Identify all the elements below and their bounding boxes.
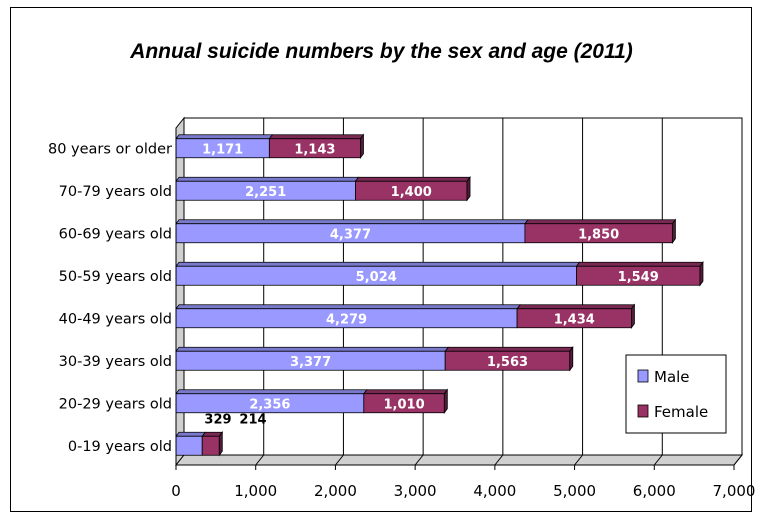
legend-swatch-female: [637, 404, 649, 418]
bar-end-face: [443, 388, 448, 414]
data-label-male: 3,377: [290, 355, 331, 370]
bar-end-face: [631, 303, 635, 329]
x-tick-label: 4,000: [473, 482, 516, 500]
bar-male: [175, 435, 203, 456]
bar-top-female: [268, 134, 365, 140]
gridline-floor: [733, 454, 743, 466]
bar-end-face: [569, 346, 574, 372]
x-tick-label: 0: [171, 482, 181, 500]
data-label-female: 1,434: [554, 312, 595, 327]
bar-top-male: [175, 134, 274, 140]
category-label: 20-29 years old: [59, 396, 172, 412]
bar-end-face: [360, 133, 364, 159]
category-label: 50-59 years old: [59, 269, 172, 285]
x-tick-label: 6,000: [633, 482, 676, 500]
bar-end-face: [699, 261, 704, 287]
gridline-floor: [653, 454, 663, 466]
bar-end-face: [466, 176, 471, 202]
gridline-floor: [255, 454, 265, 466]
category-label: 80 years or older: [48, 141, 172, 157]
bar-end-face: [218, 431, 223, 457]
gridline-floor: [414, 454, 424, 466]
bar-top-female: [354, 176, 471, 182]
data-label-male: 5,024: [356, 270, 397, 285]
bar-top-male: [175, 219, 529, 225]
bar-top-male: [175, 261, 581, 267]
data-label-male: 1,171: [202, 142, 243, 157]
category-label: 30-39 years old: [59, 354, 172, 370]
gridline-floor: [494, 454, 504, 466]
data-label-female: 1,563: [487, 355, 528, 370]
bar-top-male: [175, 431, 207, 437]
bar-top-male: [175, 346, 449, 352]
bar-top-female: [524, 219, 677, 225]
data-label-female: 1,850: [578, 227, 619, 242]
x-tick-label: 2,000: [314, 482, 357, 500]
bar-end-face: [671, 218, 676, 244]
data-label-male: 2,251: [245, 185, 286, 200]
bar-top-female: [516, 304, 636, 310]
data-label-male: 4,377: [330, 227, 371, 242]
legend-box: [625, 354, 727, 434]
legend-swatch-male: [637, 369, 649, 383]
legend-label-female: Female: [654, 403, 708, 421]
bar-top-female: [363, 389, 449, 395]
data-label-female: 1,010: [384, 397, 425, 412]
data-label-female: 1,143: [294, 142, 335, 157]
x-tick-label: 3,000: [394, 482, 437, 500]
bar-top-male: [175, 389, 368, 395]
data-label-male: 2,356: [249, 397, 290, 412]
bar-top-male: [175, 176, 360, 182]
data-label-male: 329: [204, 412, 231, 427]
data-label-male: 4,279: [326, 312, 367, 327]
bar-top-female: [575, 261, 704, 267]
data-label-female: 214: [239, 412, 266, 427]
gridline-floor: [335, 454, 344, 466]
legend-label-male: Male: [654, 368, 690, 386]
chart-title: Annual suicide numbers by the sex and ag…: [130, 40, 633, 63]
data-label-female: 1,549: [618, 270, 659, 285]
bar-female: [201, 435, 220, 456]
bar-top-female: [444, 346, 574, 352]
category-label: 0-19 years old: [68, 439, 172, 455]
category-label: 70-79 years old: [59, 184, 172, 200]
plot-floor: [174, 454, 744, 466]
data-label-female: 1,400: [391, 185, 432, 200]
x-tick-label: 5,000: [553, 482, 596, 500]
gridline-floor: [574, 454, 583, 466]
x-tick-label: 7,000: [713, 482, 756, 500]
x-tick-label: 1,000: [234, 482, 277, 500]
category-label: 60-69 years old: [59, 226, 172, 242]
category-label: 40-49 years old: [59, 311, 172, 327]
bar-top-male: [175, 304, 521, 310]
